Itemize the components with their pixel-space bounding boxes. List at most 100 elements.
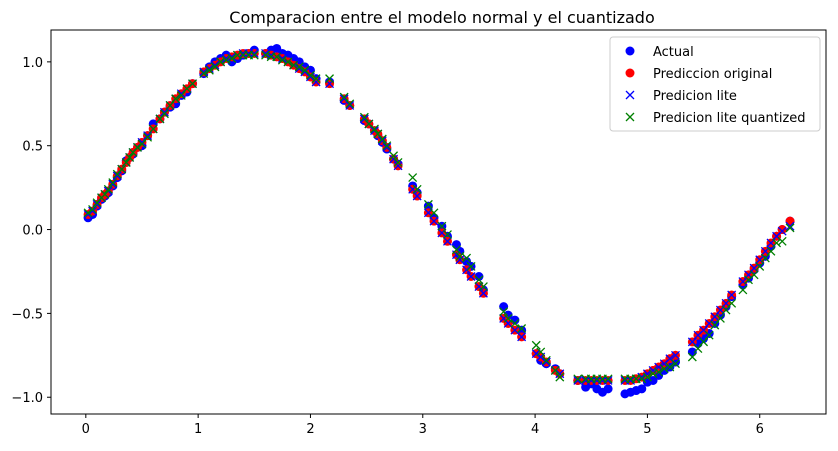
series-3-point (199, 69, 209, 79)
legend-label: Actual (653, 45, 694, 60)
series-3-point (121, 158, 131, 167)
series-3-point (249, 50, 259, 60)
series-2-point (443, 236, 452, 246)
series-3-point (727, 298, 737, 308)
series-0-point (499, 302, 509, 312)
series-2-point (785, 221, 795, 231)
series-3-point (389, 151, 399, 161)
series-2-point (749, 263, 759, 273)
series-3-point (408, 173, 418, 183)
series-3-point (227, 54, 237, 63)
series-3-point (277, 55, 287, 65)
series-3-point (125, 152, 135, 162)
series-3-point (311, 74, 321, 84)
x-tick-label: 6 (756, 422, 764, 437)
series-2-point (603, 376, 613, 385)
series-3-point (159, 109, 169, 119)
x-tick-label: 3 (419, 422, 427, 437)
series-3-point (510, 318, 520, 328)
series-3-point (83, 208, 93, 218)
series-3-point (699, 337, 709, 347)
series-2-point (199, 67, 209, 77)
series-0-point (510, 315, 520, 325)
series-2-point (478, 288, 488, 298)
series-2-point (345, 100, 355, 110)
legend-marker (625, 68, 635, 78)
legend-marker (625, 46, 635, 56)
series-3-point (133, 142, 142, 152)
series-3-point (393, 158, 403, 167)
series-2-point (704, 318, 714, 328)
series-2-point (277, 54, 287, 63)
chart-title: Comparacion entre el modelo normal y el … (229, 8, 654, 27)
x-axis: 0 1 2 3 4 5 6 (82, 414, 764, 437)
y-tick-label: 1.0 (22, 56, 43, 71)
series-3-point (117, 164, 127, 174)
series-3-point (108, 178, 118, 188)
series-2-point (541, 357, 551, 367)
series-3-point (603, 374, 613, 384)
series-3-point (283, 57, 293, 67)
series-2-point (227, 52, 237, 62)
series-3-point (188, 79, 197, 89)
x-tick-label: 1 (194, 422, 202, 437)
series-2-point (755, 255, 765, 265)
series-3-point (103, 184, 113, 194)
series-3-point (517, 324, 527, 333)
series-2-point (382, 142, 392, 152)
series-3-point (412, 184, 422, 194)
series-3-point (710, 320, 720, 330)
series-3-point (176, 90, 186, 100)
x-tick-label: 5 (643, 422, 651, 437)
series-2-point (455, 255, 465, 265)
series-3-point (359, 112, 369, 122)
series-3-point (648, 369, 658, 379)
series-2-point (671, 350, 680, 360)
series-3-point (221, 55, 231, 65)
series-3-point (148, 124, 158, 134)
y-tick-label: −1.0 (11, 391, 43, 406)
series-3 (83, 50, 795, 384)
series-0-point (423, 201, 433, 211)
series-3-point (704, 330, 714, 340)
series-3-point (171, 94, 181, 104)
series-2-point (777, 226, 787, 236)
y-axis: −1.0 −0.5 0.0 0.5 1.0 (11, 56, 51, 406)
series-3-point (478, 282, 488, 292)
series-2-point (429, 216, 439, 226)
series-3-point (437, 221, 447, 231)
plot-area (83, 43, 795, 399)
series-2-point (412, 191, 422, 201)
series-2-point (389, 154, 399, 164)
series-3-point (503, 313, 513, 323)
series-3-point (499, 307, 509, 317)
series-2-point (648, 365, 658, 375)
series-0-point (637, 384, 647, 394)
series-3-point (474, 275, 484, 285)
series-3-point (462, 253, 472, 263)
series-3-point (325, 74, 335, 84)
series-3-point (785, 223, 795, 233)
series-1-point (777, 225, 787, 235)
series-2-point (727, 290, 737, 300)
series-3-point (137, 139, 147, 149)
series-3-point (573, 374, 583, 384)
x-tick-label: 4 (531, 422, 539, 437)
legend-box (609, 36, 821, 132)
series-3-point (550, 365, 560, 375)
series-3-point (715, 313, 725, 323)
series-3-point (294, 62, 304, 72)
series-3-point (339, 92, 349, 102)
series-2-point (738, 277, 748, 286)
series-3-point (455, 251, 465, 261)
series-3-point (637, 374, 647, 384)
series-3-point (654, 367, 664, 377)
series-2-point (517, 332, 527, 342)
series-3-point (216, 57, 226, 67)
series-2-point (143, 131, 153, 141)
y-tick-label: 0.5 (22, 140, 43, 155)
series-2-point (555, 369, 565, 379)
series-3-point (665, 362, 675, 372)
legend-marker (625, 112, 635, 122)
